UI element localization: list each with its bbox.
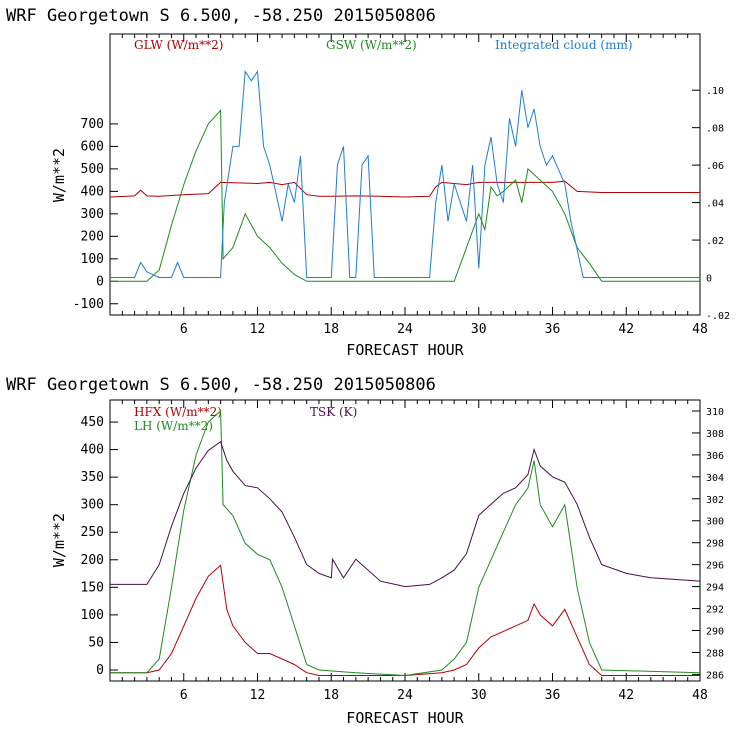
legend-gsw: GSW (W/m**2) bbox=[326, 38, 417, 52]
x-tick-label: 48 bbox=[692, 322, 708, 337]
y2-tick-label: 286 bbox=[706, 670, 724, 681]
y2-tick-label: 296 bbox=[706, 561, 724, 572]
top-y2-axis: -.02 0 .02 .04 .06 .08 .10 bbox=[692, 86, 730, 322]
y2-tick-label: 306 bbox=[706, 451, 724, 462]
x-tick-label: 6 bbox=[180, 688, 188, 703]
x-tick-label: 36 bbox=[545, 322, 561, 337]
y2-tick-label: 310 bbox=[706, 407, 724, 418]
top-chart-title: WRF Georgetown S 6.500, -58.250 20150508… bbox=[6, 6, 436, 26]
x-tick-label: 30 bbox=[471, 322, 487, 337]
x-tick-label: 18 bbox=[323, 688, 339, 703]
x-tick-label: 12 bbox=[250, 688, 266, 703]
series-line-gsw bbox=[110, 109, 700, 282]
y-tick-label: 100 bbox=[81, 608, 104, 623]
y2-tick-label: 288 bbox=[706, 648, 724, 659]
series-line-glw bbox=[109, 180, 700, 198]
y-tick-label: 400 bbox=[81, 443, 104, 458]
x-tick-label: 6 bbox=[180, 322, 188, 337]
legend-lh: LH (W/m**2) bbox=[134, 419, 213, 433]
y-tick-label: -100 bbox=[73, 297, 104, 312]
x-tick-label: 12 bbox=[250, 322, 266, 337]
x-tick-label: 48 bbox=[692, 688, 708, 703]
bottom-plot-frame bbox=[109, 399, 701, 682]
top-plot-frame bbox=[109, 33, 701, 316]
x-tick-label: 42 bbox=[618, 688, 634, 703]
legend-glw: GLW (W/m**2) bbox=[134, 38, 223, 52]
y2-tick-label: 298 bbox=[706, 539, 724, 550]
bottom-chart-title: WRF Georgetown S 6.500, -58.250 20150508… bbox=[6, 375, 436, 395]
bottom-x-axis: 6 12 18 24 30 36 42 48 bbox=[109, 400, 708, 703]
y-tick-label: 300 bbox=[81, 498, 104, 513]
y-tick-label: 0 bbox=[96, 274, 104, 289]
y2-tick-label: 300 bbox=[706, 517, 724, 528]
y-tick-label: 600 bbox=[81, 139, 104, 154]
bottom-chart: WRF Georgetown S 6.500, -58.250 20150508… bbox=[6, 375, 724, 727]
y-tick-label: 200 bbox=[81, 229, 104, 244]
y-tick-label: 200 bbox=[81, 553, 104, 568]
y-tick-label: 300 bbox=[81, 207, 104, 222]
y-tick-label: 700 bbox=[81, 117, 104, 132]
series-line-integrated-cloud bbox=[110, 70, 700, 278]
y-tick-label: 400 bbox=[81, 184, 104, 199]
y2-tick-label: .04 bbox=[706, 199, 724, 210]
y2-tick-label: .10 bbox=[706, 86, 724, 97]
x-tick-label: 18 bbox=[323, 322, 339, 337]
bottom-y-axis: 0 50 100 150 200 250 300 350 400 450 bbox=[81, 415, 118, 678]
series-line-lh bbox=[110, 409, 701, 677]
bottom-y-axis-label: W/m**2 bbox=[50, 513, 68, 567]
bottom-x-axis-label: FORECAST HOUR bbox=[346, 709, 464, 727]
y2-tick-label: 304 bbox=[706, 473, 724, 484]
series-line-tsk bbox=[110, 440, 701, 588]
y2-tick-label: .06 bbox=[706, 161, 724, 172]
legend-tsk: TSK (K) bbox=[310, 405, 357, 419]
y2-tick-label: .02 bbox=[706, 236, 724, 247]
legend-integrated-cloud: Integrated cloud (mm) bbox=[495, 38, 633, 52]
y2-tick-label: -.02 bbox=[706, 311, 730, 322]
y2-tick-label: 294 bbox=[706, 583, 724, 594]
y2-tick-label: 292 bbox=[706, 605, 724, 616]
x-tick-label: 30 bbox=[471, 688, 487, 703]
y-tick-label: 0 bbox=[96, 663, 104, 678]
y-tick-label: 450 bbox=[81, 415, 104, 430]
y2-tick-label: 302 bbox=[706, 495, 724, 506]
x-tick-label: 24 bbox=[397, 322, 413, 337]
y-tick-label: 250 bbox=[81, 525, 104, 540]
top-y-axis-label: W/m**2 bbox=[50, 148, 68, 202]
x-tick-label: 36 bbox=[545, 688, 561, 703]
series-line-hfx bbox=[110, 564, 700, 676]
top-y-axis: -100 0 100 200 300 400 500 600 700 bbox=[73, 117, 118, 312]
y-tick-label: 100 bbox=[81, 252, 104, 267]
y-tick-label: 350 bbox=[81, 470, 104, 485]
bottom-y2-axis: 286 288 290 292 294 296 298 300 302 304 306 308 310 bbox=[692, 407, 724, 681]
top-x-axis-label: FORECAST HOUR bbox=[346, 341, 464, 359]
y-tick-label: 500 bbox=[81, 162, 104, 177]
top-chart: WRF Georgetown S 6.500, -58.250 20150508… bbox=[6, 6, 730, 359]
y2-tick-label: 308 bbox=[706, 429, 724, 440]
y2-tick-label: 0 bbox=[706, 274, 712, 285]
top-x-axis: 6 12 18 24 30 36 42 48 bbox=[109, 34, 708, 337]
legend-hfx: HFX (W/m**2) bbox=[134, 405, 222, 419]
x-tick-label: 24 bbox=[397, 688, 413, 703]
y2-tick-label: .08 bbox=[706, 124, 724, 135]
y-tick-label: 50 bbox=[88, 635, 104, 650]
x-tick-label: 42 bbox=[618, 322, 634, 337]
y-tick-label: 150 bbox=[81, 580, 104, 595]
y2-tick-label: 290 bbox=[706, 627, 724, 638]
